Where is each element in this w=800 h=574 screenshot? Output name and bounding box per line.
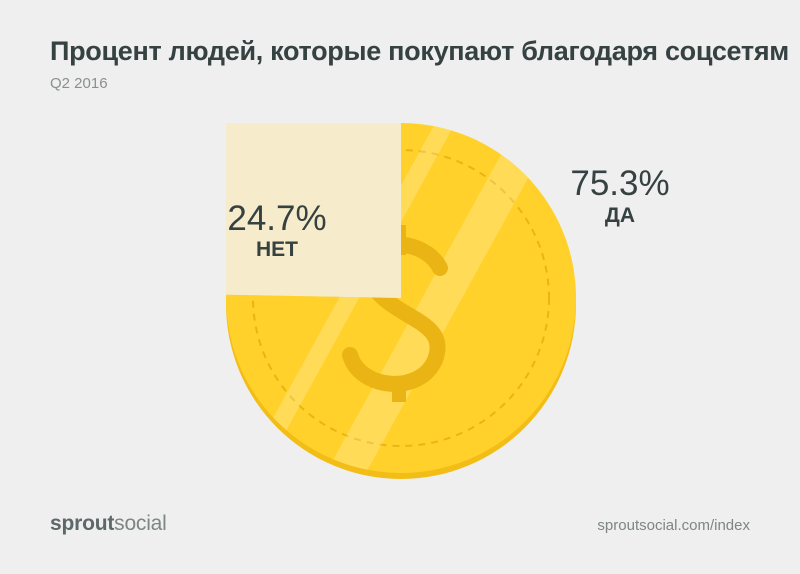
chart-title: Процент людей, которые покупают благодар… bbox=[50, 36, 789, 66]
pie-slice-yes bbox=[226, 123, 576, 473]
brand-logo: sproutsocial bbox=[50, 512, 167, 536]
data-label-yes-name: ДА bbox=[605, 204, 635, 227]
chart-subtitle: Q2 2016 bbox=[50, 75, 108, 92]
brand-logo-part1: sprout bbox=[50, 512, 115, 535]
data-label-yes-value: 75.3% bbox=[570, 164, 669, 203]
brand-logo-part2: social bbox=[114, 512, 167, 535]
source-url: sproutsocial.com/index bbox=[597, 517, 750, 534]
data-label-no-value: 24.7% bbox=[227, 199, 326, 238]
data-label-no-name: НЕТ bbox=[256, 238, 298, 261]
pie-slice-no bbox=[226, 123, 401, 298]
